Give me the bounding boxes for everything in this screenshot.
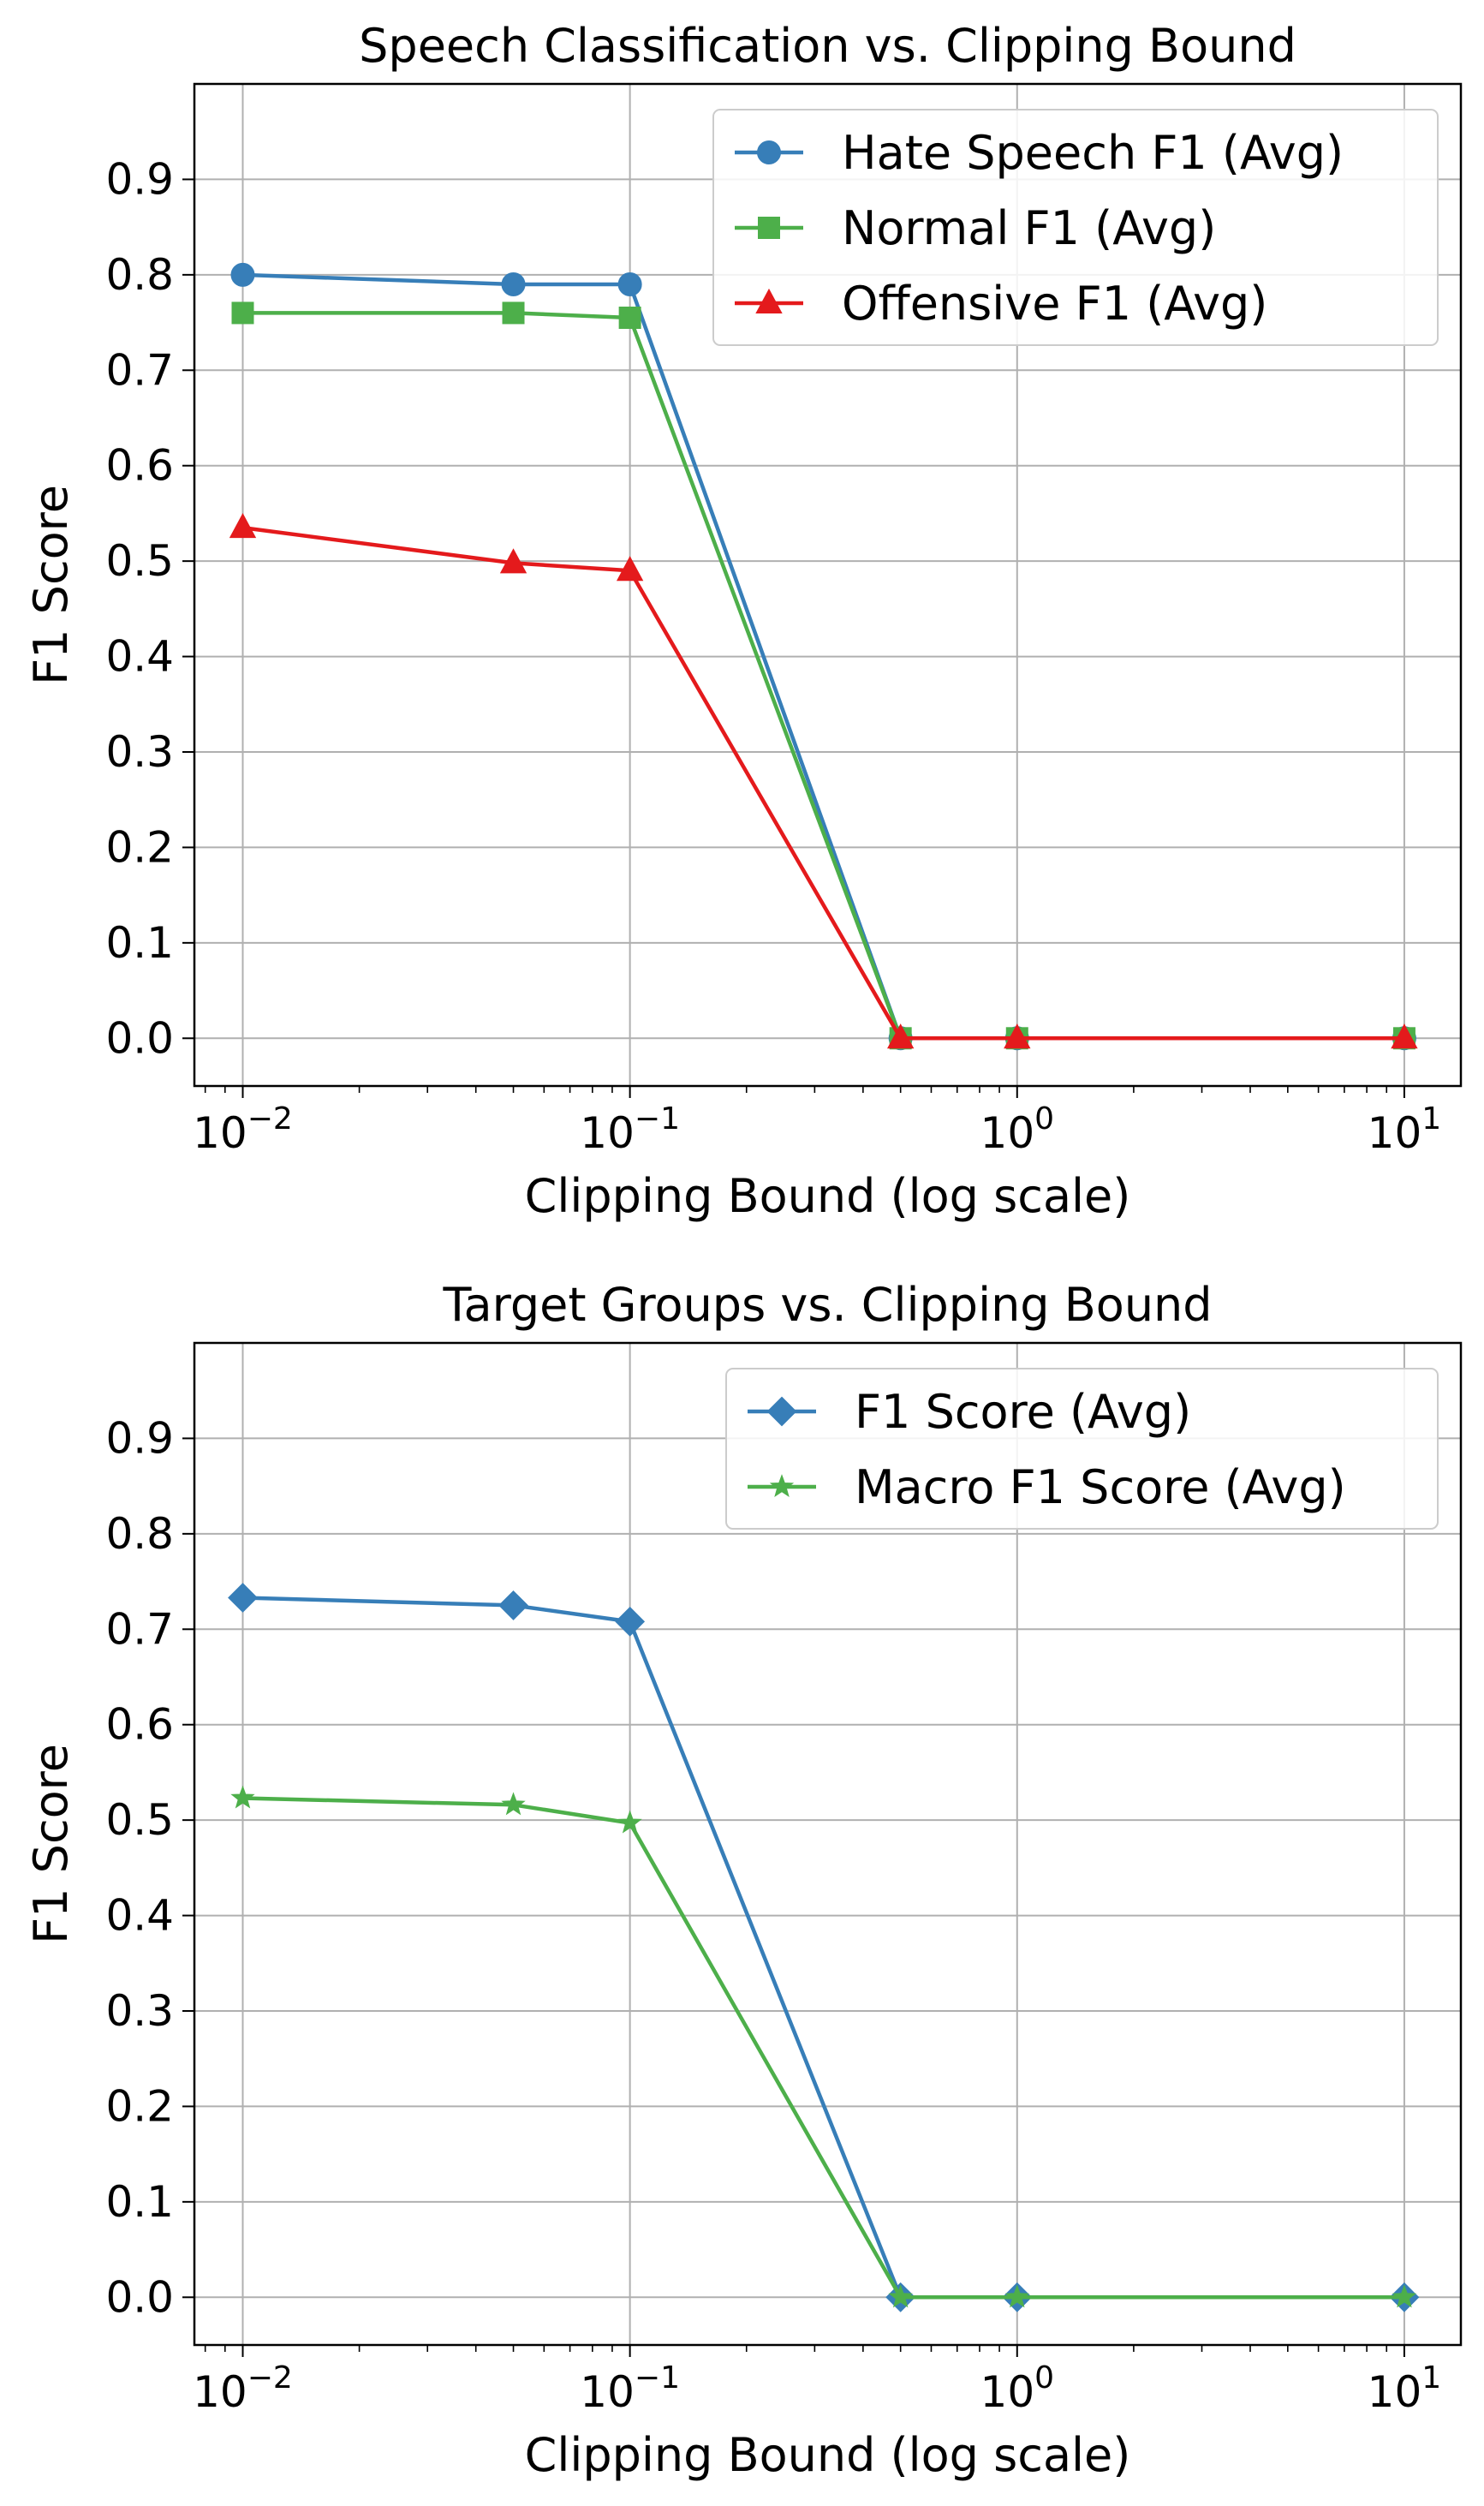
- data-point: [615, 1606, 646, 1637]
- legend-entry: Offensive F1 (Avg): [735, 277, 1267, 331]
- legend: Hate Speech F1 (Avg) Normal F1 (Avg) Offen…: [712, 109, 1439, 346]
- axes-frame: [193, 82, 1463, 1088]
- data-point: [498, 1590, 528, 1620]
- legend-entry: F1 Score (Avg): [748, 1385, 1191, 1439]
- y-tick-label: 0.3: [105, 727, 174, 777]
- y-tick-label: 0.8: [105, 250, 174, 300]
- y-tick-label: 0.9: [105, 154, 174, 204]
- data-point: [1391, 1023, 1418, 1049]
- legend-box: [712, 109, 1439, 346]
- data-point: [502, 301, 525, 325]
- chart-title: Speech Classification vs. Clipping Bound: [359, 19, 1296, 73]
- x-axis-label: Clipping Bound (log scale): [525, 2428, 1131, 2482]
- y-tick-label: 0.4: [105, 632, 174, 682]
- data-point: [501, 1792, 526, 1816]
- x-tick-label: 10−1: [580, 1101, 680, 1158]
- legend-label: F1 Score (Avg): [855, 1385, 1191, 1439]
- series-2: [230, 1785, 1417, 2308]
- x-tick-label: 101: [1368, 2360, 1442, 2417]
- legend-label: Normal F1 (Avg): [842, 201, 1216, 255]
- y-tick-label: 0.6: [105, 441, 174, 491]
- data-point: [1004, 2284, 1029, 2308]
- chart-2: 0.0 0.1 0.2 0.3 0.4 0.5 0.6 0.7 0.8 0.9 10−2 10−1 10…: [24, 1278, 1463, 2482]
- y-tick-label: 0.4: [105, 1891, 174, 1941]
- data-point: [229, 513, 257, 539]
- axes-frame: [193, 1341, 1463, 2347]
- y-tick-label: 0.2: [105, 822, 174, 872]
- x-tick-label: 100: [980, 1101, 1055, 1158]
- data-point: [231, 301, 254, 325]
- y-tick-label: 0.5: [105, 536, 174, 586]
- legend-marker: [757, 140, 781, 164]
- x-tick-label: 10−2: [193, 1101, 293, 1158]
- data-point: [617, 1810, 642, 1834]
- x-tick-label: 10−1: [580, 2360, 680, 2417]
- y-axis-label: F1 Score: [24, 485, 78, 685]
- data-point: [230, 262, 255, 287]
- y-tick-label: 0.8: [105, 1509, 174, 1559]
- legend-label: Hate Speech F1 (Avg): [842, 126, 1344, 180]
- y-tick-label: 0.0: [105, 2272, 174, 2322]
- series-3: [229, 513, 1418, 1049]
- data-point: [228, 1583, 258, 1613]
- legend-entry: Macro F1 Score (Avg): [748, 1460, 1346, 1514]
- data-point: [886, 1023, 915, 1049]
- y-tick-label: 0.0: [105, 1013, 174, 1063]
- data-point: [230, 1785, 255, 1809]
- data-point: [1392, 2284, 1417, 2308]
- data-point: [501, 272, 526, 296]
- legend-marker: [755, 288, 783, 313]
- x-minor-ticks: [204, 1086, 1388, 1093]
- legend-entry: Hate Speech F1 (Avg): [735, 126, 1344, 180]
- series-line: [242, 1796, 1404, 2300]
- y-tick-label: 0.7: [105, 1604, 174, 1654]
- data-point: [617, 272, 642, 296]
- y-axis-label: F1 Score: [24, 1744, 78, 1944]
- chart-title: Target Groups vs. Clipping Bound: [442, 1278, 1212, 1332]
- data-point: [616, 556, 644, 582]
- y-tick-label: 0.1: [105, 2177, 174, 2227]
- data-point: [618, 307, 641, 329]
- data-point: [499, 548, 527, 574]
- legend-box: [725, 1368, 1439, 1530]
- y-tick-label: 0.5: [105, 1795, 174, 1845]
- x-tick-label: 10−2: [193, 2360, 293, 2417]
- y-tick-label: 0.1: [105, 918, 174, 968]
- data-point: [1004, 1023, 1031, 1049]
- x-tick-label: 101: [1368, 1101, 1442, 1158]
- y-tick-label: 0.3: [105, 1986, 174, 2036]
- y-tick-label: 0.9: [105, 1413, 174, 1463]
- legend-label: Offensive F1 (Avg): [842, 277, 1267, 331]
- x-tick-label: 100: [980, 2360, 1055, 2417]
- legend-entry: Normal F1 (Avg): [735, 201, 1216, 255]
- y-tick-label: 0.2: [105, 2081, 174, 2131]
- y-tick-label: 0.7: [105, 345, 174, 395]
- legend-marker: [769, 1474, 795, 1498]
- legend-marker: [766, 1396, 797, 1427]
- x-axis-label: Clipping Bound (log scale): [525, 1169, 1131, 1223]
- chart-1: 0.0 0.1 0.2 0.3 0.4 0.5 0.6 0.7 0.8 0.9 10−2 10−1 10…: [24, 19, 1463, 1223]
- series-line: [242, 525, 1404, 1041]
- x-minor-ticks: [204, 2345, 1388, 2352]
- legend: F1 Score (Avg) Macro F1 Score (Avg): [725, 1368, 1439, 1530]
- legend-label: Macro F1 Score (Avg): [855, 1460, 1346, 1514]
- legend-marker: [758, 217, 780, 239]
- y-tick-label: 0.6: [105, 1700, 174, 1750]
- data-point: [888, 2284, 913, 2308]
